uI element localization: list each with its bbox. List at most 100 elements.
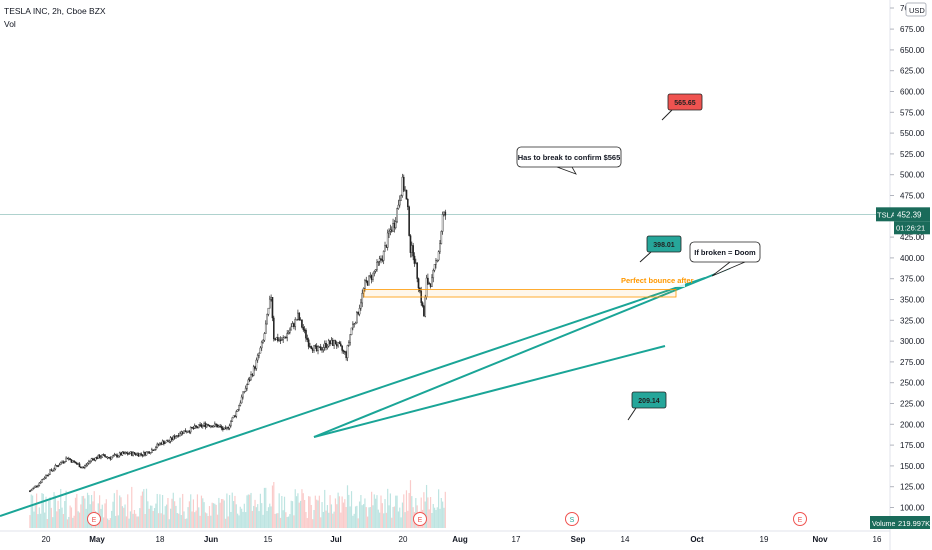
volume-bar	[429, 497, 432, 528]
volume-bar	[168, 519, 170, 528]
volume-bar	[277, 513, 279, 528]
volume-bar	[391, 517, 393, 528]
volume-bar	[159, 494, 161, 528]
volume-bar	[330, 504, 333, 528]
candle-body	[50, 469, 53, 472]
volume-bar	[121, 506, 123, 528]
price-axis-label: 100.00	[900, 504, 925, 513]
volume-bar	[439, 508, 441, 528]
volume-bar	[356, 505, 358, 528]
volume-bar	[304, 499, 306, 528]
volume-bar	[109, 518, 111, 528]
volume-bar	[152, 510, 154, 528]
candle-body	[171, 437, 173, 440]
earnings-marker-label: E	[92, 517, 97, 524]
volume-bar	[206, 513, 208, 528]
volume-bar	[409, 480, 412, 528]
candle-body	[149, 452, 152, 454]
price-axis-label: 500.00	[900, 171, 925, 180]
candle-body	[161, 440, 164, 445]
volume-bar	[155, 503, 157, 528]
volume-bar	[195, 510, 197, 528]
candle-body	[191, 426, 193, 429]
volume-bar	[167, 498, 169, 528]
volume-bar	[263, 487, 266, 528]
candle-body	[69, 458, 71, 460]
price-axis-label: 475.00	[900, 192, 925, 201]
volume-bar	[267, 507, 270, 528]
candle-body	[435, 260, 437, 265]
volume-bar	[239, 506, 241, 528]
candle-body	[76, 463, 78, 465]
volume-bar	[400, 517, 402, 528]
volume-bar	[111, 510, 113, 528]
volume-bar	[298, 502, 300, 528]
candle-body	[259, 347, 262, 354]
candle-body	[101, 454, 104, 458]
candle-body	[108, 457, 110, 459]
candle-body	[299, 319, 302, 321]
price-axis-label: 625.00	[900, 67, 925, 76]
volume-bar	[68, 516, 70, 528]
volume-bar	[77, 511, 79, 528]
target-565-text: 565.65	[674, 100, 696, 107]
volume-bar	[329, 495, 331, 528]
candle-body	[188, 431, 191, 433]
volume-bar	[369, 506, 371, 528]
candle-body	[370, 275, 373, 280]
volume-bar	[237, 513, 239, 528]
volume-bar	[113, 493, 115, 528]
candle-body	[214, 423, 216, 427]
volume-bar	[353, 513, 355, 528]
volume-bar	[88, 495, 90, 528]
candle-body	[369, 275, 372, 277]
volume-bar	[157, 513, 160, 528]
candle-body	[274, 338, 276, 341]
bounce-note-text: Perfect bounce after	[621, 276, 694, 285]
candle-body	[424, 296, 427, 317]
candle-body	[407, 199, 409, 208]
candle-body	[58, 464, 61, 467]
volume-bar	[182, 493, 184, 528]
volume-bar	[72, 517, 74, 528]
volume-bar	[274, 513, 276, 528]
candle-body	[67, 458, 70, 460]
candle-body	[216, 424, 219, 428]
volume-bar	[266, 510, 268, 528]
candle-body	[126, 453, 129, 455]
candle-body	[314, 345, 317, 347]
candle-body	[140, 453, 142, 455]
volume-bar	[342, 502, 345, 528]
candle-body	[134, 453, 137, 456]
candle-body	[183, 430, 185, 434]
earnings-marker-label: E	[798, 517, 803, 524]
volume-bar	[179, 497, 181, 528]
time-axis-label: 17	[512, 535, 521, 544]
volume-bar	[184, 518, 186, 528]
volume-bar	[365, 507, 367, 528]
candle-body	[226, 426, 228, 429]
volume-bar	[257, 504, 259, 528]
candle-body	[172, 435, 175, 440]
candle-body	[192, 427, 195, 430]
volume-bar	[354, 506, 357, 528]
volume-bar	[283, 496, 286, 528]
candle-body	[122, 452, 125, 454]
volume-bar	[144, 513, 146, 528]
price-axis-label: 150.00	[900, 462, 925, 471]
volume-bar	[300, 500, 302, 528]
earnings-marker	[413, 512, 427, 526]
volume-bar	[249, 494, 251, 528]
ticker-tag	[876, 207, 894, 222]
candle-body	[322, 347, 325, 350]
candle-body	[254, 366, 256, 369]
volume-bar	[36, 493, 38, 528]
volume-bar	[93, 491, 95, 528]
candle-body	[70, 459, 73, 463]
candle-body	[77, 463, 79, 466]
volume-bar	[436, 507, 438, 528]
candle-body	[128, 453, 130, 455]
candle-body	[47, 473, 50, 476]
candle-body	[402, 176, 405, 191]
